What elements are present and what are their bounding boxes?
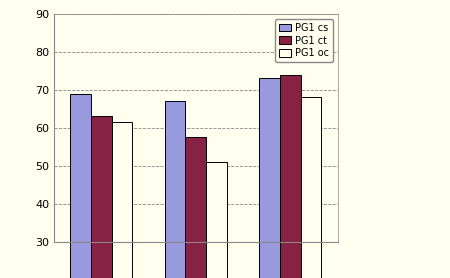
Bar xyxy=(280,75,301,278)
Bar xyxy=(301,98,321,278)
Bar xyxy=(165,101,185,278)
Legend: PG1 cs, PG1 ct, PG1 oc: PG1 cs, PG1 ct, PG1 oc xyxy=(275,19,333,62)
Bar xyxy=(91,116,112,278)
Bar xyxy=(112,122,132,278)
Bar xyxy=(206,162,227,278)
Bar xyxy=(259,78,280,278)
Bar xyxy=(70,94,91,278)
Bar xyxy=(185,137,206,278)
